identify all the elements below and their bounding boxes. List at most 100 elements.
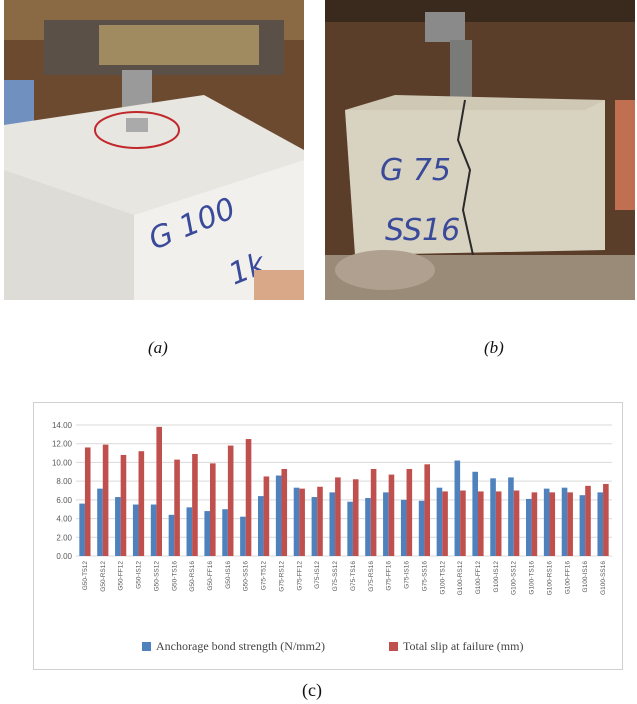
legend-label-slip: Total slip at failure (mm)	[403, 639, 524, 653]
bar-bond-strength	[79, 503, 85, 556]
x-tick-label: G50-IS16	[225, 561, 232, 589]
x-tick-label: G100-SS12	[511, 561, 518, 595]
x-tick-label: G100-TS12	[439, 561, 446, 595]
x-tick-label: G75-FF16	[386, 561, 393, 591]
x-tick-label: G100-IS12	[493, 561, 500, 593]
bar-bond-strength	[329, 492, 336, 556]
bar-bond-strength	[347, 501, 353, 556]
x-tick-label: G100-SS16	[600, 561, 607, 595]
bar-total-slip	[192, 454, 198, 556]
x-tick-label: G50-RS16	[189, 561, 196, 592]
bar-total-slip	[388, 474, 395, 556]
bar-total-slip	[495, 491, 502, 556]
photo-specimen-b: G 75 SS16	[325, 0, 635, 300]
y-tick-label: 14.00	[52, 421, 73, 430]
bar-bond-strength	[186, 507, 193, 556]
bar-total-slip	[210, 463, 216, 556]
bar-bond-strength	[561, 487, 568, 556]
x-tick-label: G100-IS16	[582, 561, 589, 593]
bar-total-slip	[567, 492, 573, 556]
bar-bond-strength	[543, 488, 550, 556]
grid-lines	[76, 424, 612, 557]
legend-item-bond: Anchorage bond strength (N/mm2)	[142, 639, 325, 654]
bar-total-slip	[299, 488, 305, 556]
bar-total-slip	[603, 483, 609, 556]
photo-specimen-a: G 100 1k	[4, 0, 304, 300]
x-tick-label: G50-T512	[82, 561, 89, 591]
bar-total-slip	[513, 490, 520, 556]
x-tick-label: G75-FF12	[296, 561, 303, 591]
bar-bond-strength	[526, 498, 532, 556]
x-tick-label: G75-SS12	[332, 561, 339, 592]
bar-bond-strength	[383, 492, 389, 556]
bar-total-slip	[442, 491, 448, 556]
bar-bond-strength	[400, 499, 407, 556]
y-tick-label: 6.00	[56, 496, 72, 505]
y-tick-label: 12.00	[52, 440, 73, 449]
bars	[79, 426, 609, 556]
bar-total-slip	[317, 486, 323, 556]
caption-b: (b)	[484, 338, 504, 357]
x-tick-label: G100-TS16	[529, 561, 536, 595]
bar-total-slip	[174, 459, 180, 556]
x-tick-label: G50-SS12	[153, 561, 160, 592]
bar-bond-strength	[436, 487, 443, 556]
caption-c: (c)	[302, 680, 322, 700]
bar-bond-strength	[168, 514, 175, 556]
bar-total-slip	[549, 492, 556, 556]
bar-total-slip	[102, 444, 109, 556]
bar-total-slip	[585, 485, 591, 556]
x-tick-label: G50-IS12	[136, 561, 143, 589]
legend-item-slip: Total slip at failure (mm)	[389, 639, 523, 654]
bar-total-slip	[335, 477, 341, 556]
bar-bond-strength	[258, 496, 264, 556]
x-tick-label: G75-IS16	[404, 561, 411, 589]
x-tick-label: G50-FF16	[207, 561, 214, 591]
x-tick-label: G75-TS16	[350, 561, 357, 591]
bar-total-slip	[138, 451, 145, 556]
bar-total-slip	[84, 447, 91, 556]
bar-bond-strength	[311, 497, 318, 556]
bar-total-slip	[263, 476, 270, 556]
x-tick-label: G100-RS12	[457, 561, 464, 596]
bar-bond-strength	[490, 478, 496, 556]
y-tick-label: 0.00	[56, 552, 72, 561]
bar-total-slip	[120, 454, 127, 556]
caption-a: (a)	[148, 338, 168, 357]
specimen-b-marking: G 75	[380, 153, 451, 188]
bar-bond-strength	[418, 500, 425, 556]
y-tick-label: 8.00	[56, 477, 72, 486]
x-tick-label: G75-RS12	[278, 561, 285, 592]
bar-bond-strength	[579, 495, 586, 556]
bar-total-slip	[370, 468, 377, 556]
x-tick-label: G75-SS16	[421, 561, 428, 592]
y-tick-label: 10.00	[52, 458, 73, 467]
bar-bond-strength	[454, 460, 461, 556]
x-tick-label: G100-FF12	[475, 561, 482, 595]
x-tick-label: G50-SS16	[243, 561, 250, 592]
x-tick-labels: G50-T512 G50-RS12 G50-FF12 G50-IS12 G50-SS12…	[82, 561, 607, 596]
x-tick-label: G75-RS16	[368, 561, 375, 592]
bar-total-slip	[156, 426, 162, 556]
legend-label-bond: Anchorage bond strength (N/mm2)	[156, 639, 325, 653]
legend-swatch-slip	[389, 642, 398, 651]
bar-total-slip	[406, 468, 413, 556]
bar-total-slip	[478, 491, 484, 556]
bar-bond-strength	[275, 475, 282, 556]
bar-bond-strength	[150, 504, 157, 556]
bar-total-slip	[245, 439, 252, 556]
bar-total-slip	[424, 464, 430, 556]
bar-bond-strength	[222, 509, 228, 556]
bar-bond-strength	[97, 488, 103, 556]
x-tick-label: G50-FF12	[118, 561, 125, 591]
specimen-b-marking-2: SS16	[385, 213, 460, 248]
bar-bond-strength	[132, 504, 139, 556]
bar-bond-strength	[240, 516, 246, 556]
y-tick-label: 4.00	[56, 515, 72, 524]
legend-swatch-bond	[142, 642, 151, 651]
bar-total-slip	[460, 490, 466, 556]
x-tick-label: G100-RS16	[546, 561, 553, 596]
bar-total-slip	[531, 492, 538, 556]
bar-total-slip	[281, 468, 288, 556]
bar-bond-strength	[204, 511, 210, 556]
